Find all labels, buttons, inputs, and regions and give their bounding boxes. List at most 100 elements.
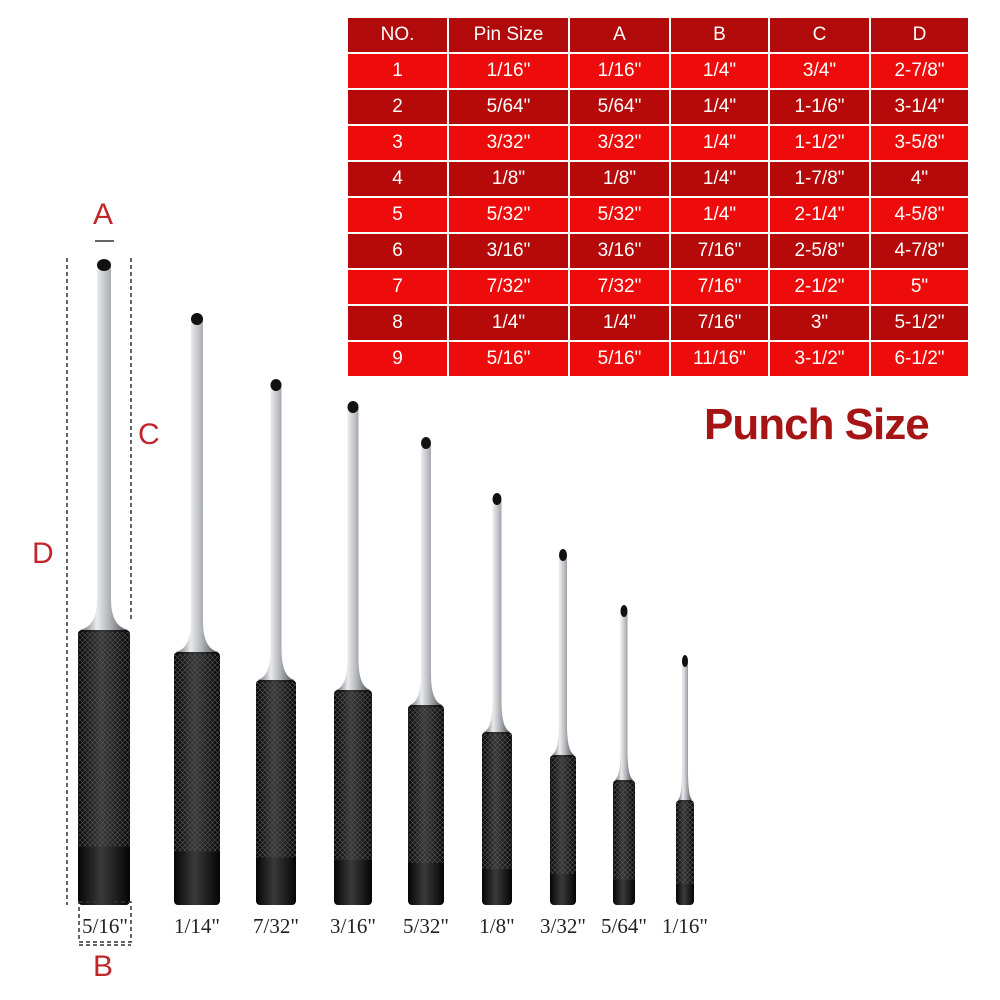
punch <box>408 437 444 905</box>
punch-size-label: 7/32" <box>253 914 299 938</box>
table-cell: 7/32" <box>449 270 568 304</box>
table-cell: 2 <box>348 90 447 124</box>
punch-size-label: 5/32" <box>403 914 449 938</box>
table-cell: 5-1/2" <box>871 306 968 340</box>
table-cell: 1/16" <box>570 54 669 88</box>
table-cell: 8 <box>348 306 447 340</box>
table-cell: 3/16" <box>570 234 669 268</box>
knurled-grip <box>550 757 576 874</box>
punch-size-label: 5/64" <box>601 914 647 938</box>
punch-size-label: 1/14" <box>174 914 220 938</box>
punch-tip <box>682 655 688 667</box>
table-cell: 5" <box>871 270 968 304</box>
punch-tip <box>492 493 502 505</box>
punch <box>256 379 296 905</box>
punch-size-label: 1/16" <box>662 914 708 938</box>
punch-tip <box>270 379 282 391</box>
column-header: B <box>671 18 768 52</box>
table-cell: 2-5/8" <box>770 234 869 268</box>
punch <box>174 313 220 905</box>
table-cell: 7/32" <box>570 270 669 304</box>
punch-tip <box>97 259 111 271</box>
column-header: NO. <box>348 18 447 52</box>
knurled-grip <box>256 682 296 858</box>
table-cell: 2-1/2" <box>770 270 869 304</box>
table-cell: 3-5/8" <box>871 126 968 160</box>
table-cell: 1-1/6" <box>770 90 869 124</box>
table-cell: 1 <box>348 54 447 88</box>
table-cell: 1/4" <box>671 90 768 124</box>
punch-tip <box>347 401 359 413</box>
table-row: 2 5/64" 5/64" 1/4" 1-1/6" 3-1/4" <box>348 90 968 124</box>
column-header: D <box>871 18 968 52</box>
punch-size-table: NO. Pin Size A B C D 1 1/16" 1/16" 1/4" 3/4" 2-7/8… <box>346 16 970 378</box>
table-cell: 3/16" <box>449 234 568 268</box>
table-cell: 1/4" <box>449 306 568 340</box>
punch <box>676 655 694 905</box>
dimension-box-b <box>78 901 132 943</box>
column-header: A <box>570 18 669 52</box>
dimension-lines <box>66 240 132 946</box>
punch-tip <box>191 313 203 325</box>
table-cell: 11/16" <box>671 342 768 376</box>
punch-shaft <box>615 612 633 780</box>
table-cell: 5/32" <box>449 198 568 232</box>
punch-shaft <box>336 408 370 690</box>
punch-shaft <box>410 444 442 705</box>
table-cell: 5 <box>348 198 447 232</box>
punch <box>550 549 576 905</box>
knurled-grip <box>334 692 372 860</box>
knurled-grip <box>174 654 220 852</box>
punch-shaft <box>176 320 218 652</box>
table-cell: 1/4" <box>570 306 669 340</box>
table-cell: 1/4" <box>671 126 768 160</box>
table-row: 7 7/32" 7/32" 7/16" 2-1/2" 5" <box>348 270 968 304</box>
dimension-label-d: D <box>32 537 54 570</box>
punch <box>334 401 372 905</box>
table-row: 1 1/16" 1/16" 1/4" 3/4" 2-7/8" <box>348 54 968 88</box>
punch-shaft <box>80 266 128 630</box>
punch <box>613 605 635 905</box>
table-cell: 1-7/8" <box>770 162 869 196</box>
table-cell: 1-1/2" <box>770 126 869 160</box>
table-cell: 1/4" <box>671 54 768 88</box>
table-cell: 3/32" <box>449 126 568 160</box>
table-cell: 3-1/4" <box>871 90 968 124</box>
table-cell: 5/64" <box>449 90 568 124</box>
table-row: 3 3/32" 3/32" 1/4" 1-1/2" 3-5/8" <box>348 126 968 160</box>
knurled-grip <box>482 734 512 869</box>
table-cell: 1/16" <box>449 54 568 88</box>
table-cell: 3" <box>770 306 869 340</box>
punch-size-label: 3/16" <box>330 914 376 938</box>
table-cell: 4-5/8" <box>871 198 968 232</box>
table-cell: 7/16" <box>671 234 768 268</box>
table-cell: 6 <box>348 234 447 268</box>
dimension-label-a: A <box>93 198 114 231</box>
punch-shaft <box>484 500 510 732</box>
table-cell: 1/4" <box>671 162 768 196</box>
table-cell: 5/32" <box>570 198 669 232</box>
dimension-label-c: C <box>138 418 160 451</box>
punch-shaft <box>552 556 574 755</box>
table-header-row: NO. Pin Size A B C D <box>348 18 968 52</box>
column-header: C <box>770 18 869 52</box>
table-cell: 7/16" <box>671 270 768 304</box>
table-cell: 6-1/2" <box>871 342 968 376</box>
table-cell: 9 <box>348 342 447 376</box>
punch-tip <box>559 549 567 561</box>
dimension-label-b: B <box>93 950 114 983</box>
punch-shaft <box>258 386 294 680</box>
table-cell: 2-1/4" <box>770 198 869 232</box>
title: Punch Size <box>704 400 930 449</box>
table-row: 4 1/8" 1/8" 1/4" 1-7/8" 4" <box>348 162 968 196</box>
table-cell: 7/16" <box>671 306 768 340</box>
table-cell: 5/16" <box>449 342 568 376</box>
table-cell: 4-7/8" <box>871 234 968 268</box>
table-row: 6 3/16" 3/16" 7/16" 2-5/8" 4-7/8" <box>348 234 968 268</box>
table-cell: 5/16" <box>570 342 669 376</box>
column-header: Pin Size <box>449 18 568 52</box>
punch-shaft <box>678 662 692 800</box>
punch-tip <box>620 605 628 617</box>
punch-size-label: 1/8" <box>479 914 515 938</box>
